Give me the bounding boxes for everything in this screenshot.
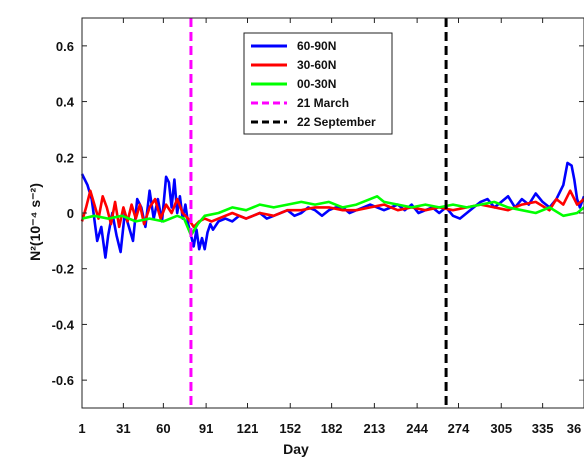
y-axis-label: N²(10⁻⁴ s⁻²) (27, 183, 43, 261)
y-tick-label: 0 (67, 206, 74, 221)
legend-label: 30-60N (297, 58, 336, 72)
x-tick-label: 36 (567, 421, 581, 436)
plot-area (80, 18, 584, 408)
axis-ticks: 1 31 60 91 121 152 182 213 244 274 305 335 36 -0.6 -0.… (52, 18, 584, 436)
x-tick-label: 182 (321, 421, 343, 436)
x-axis-label: Day (283, 441, 309, 457)
y-tick-label: -0.2 (52, 262, 74, 277)
y-axis-label-text: N²(10⁻⁴ s⁻²) (27, 183, 43, 261)
legend-label: 60-90N (297, 39, 336, 53)
y-tick-label: 0.6 (56, 39, 74, 54)
x-tick-label: 274 (448, 421, 470, 436)
series-line-2 (81, 195, 584, 237)
y-tick-label: 0.2 (56, 150, 74, 165)
x-tick-label: 305 (490, 421, 512, 436)
legend-label: 22 September (297, 115, 376, 129)
x-tick-label: 213 (364, 421, 386, 436)
x-tick-label: 244 (406, 421, 428, 436)
y-tick-label: -0.4 (52, 317, 75, 332)
legend-label: 21 March (297, 96, 349, 110)
x-tick-label: 335 (532, 421, 554, 436)
x-tick-label: 91 (199, 421, 213, 436)
plot-frame (81, 17, 584, 409)
x-tick-label: 152 (279, 421, 301, 436)
x-tick-label: 31 (116, 421, 130, 436)
legend-label: 00-30N (297, 77, 336, 91)
legend: 60-90N 30-60N 00-30N 21 March 22 September (243, 32, 393, 135)
y-tick-label: 0.4 (56, 95, 75, 110)
x-tick-label: 1 (78, 421, 85, 436)
x-tick-label: 60 (156, 421, 170, 436)
y-tick-label: -0.6 (52, 373, 74, 388)
x-tick-label: 121 (237, 421, 259, 436)
